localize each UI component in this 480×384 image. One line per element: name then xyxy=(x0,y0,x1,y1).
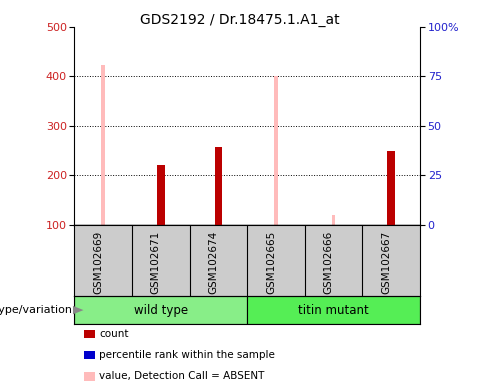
Bar xyxy=(332,215,336,225)
Text: count: count xyxy=(99,329,129,339)
Text: GSM102667: GSM102667 xyxy=(381,230,391,294)
Text: GSM102666: GSM102666 xyxy=(324,230,334,294)
Bar xyxy=(74,296,247,324)
Text: value, Detection Call = ABSENT: value, Detection Call = ABSENT xyxy=(99,371,265,381)
Text: GDS2192 / Dr.18475.1.A1_at: GDS2192 / Dr.18475.1.A1_at xyxy=(140,13,340,27)
Text: GSM102671: GSM102671 xyxy=(151,230,161,294)
Bar xyxy=(387,151,395,225)
Text: wild type: wild type xyxy=(134,304,188,316)
Bar xyxy=(247,296,420,324)
Text: genotype/variation: genotype/variation xyxy=(0,305,72,315)
Bar xyxy=(215,147,222,225)
Bar xyxy=(157,166,165,225)
Text: GSM102665: GSM102665 xyxy=(266,230,276,294)
Text: GSM102669: GSM102669 xyxy=(93,230,103,294)
Text: titin mutant: titin mutant xyxy=(298,304,369,316)
Bar xyxy=(101,65,105,225)
Bar xyxy=(274,76,278,225)
Text: percentile rank within the sample: percentile rank within the sample xyxy=(99,350,275,360)
Text: GSM102674: GSM102674 xyxy=(208,230,218,294)
